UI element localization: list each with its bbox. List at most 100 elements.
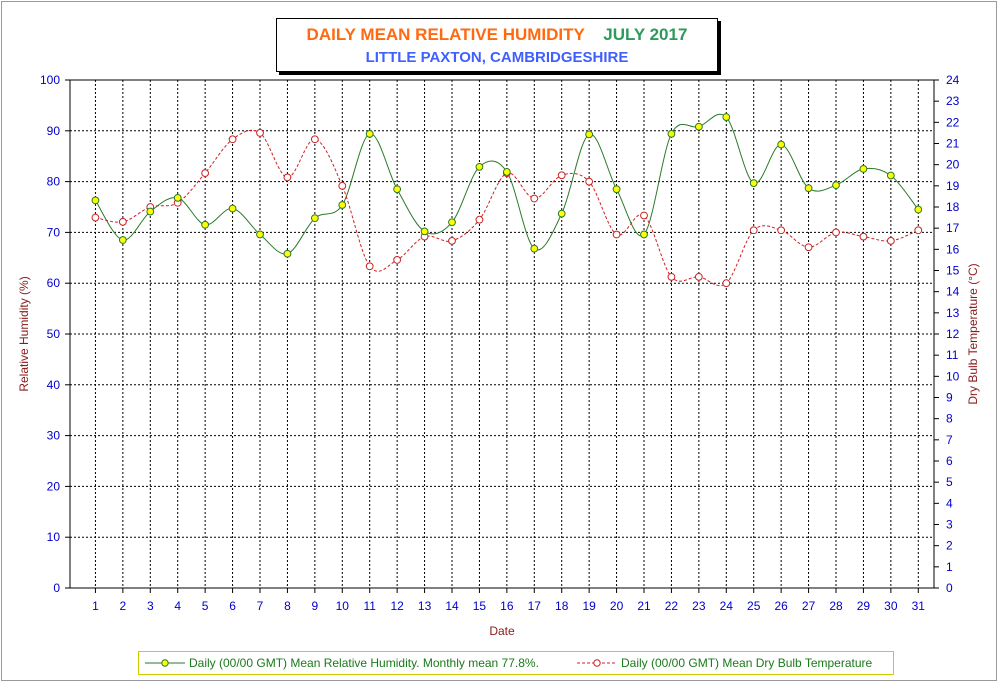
humidity-point	[228, 204, 237, 213]
humidity-point	[448, 218, 456, 227]
tick-label-right: 10	[946, 369, 960, 383]
y-axis-label-left: Relative Humidity (%)	[17, 276, 31, 391]
humidity-line	[95, 113, 919, 255]
humidity-point	[859, 165, 868, 173]
temperature-point	[283, 173, 292, 182]
chart-subtitle: LITTLE PAXTON, CAMBRIDGESHIRE	[365, 49, 629, 66]
temperature-point	[694, 272, 703, 281]
tick-label-left: 60	[47, 276, 61, 290]
humidity-point	[886, 171, 895, 180]
axes	[65, 79, 939, 593]
tick-label-right: 0	[946, 581, 953, 595]
humidity-point	[832, 181, 840, 190]
tick-label-x: 15	[473, 599, 487, 613]
tick-label-x: 24	[720, 599, 734, 613]
tick-label-right: 14	[946, 285, 960, 299]
temperature-point	[914, 226, 923, 235]
tick-label-x: 12	[390, 599, 404, 613]
humidity-point	[667, 129, 676, 138]
humidity-point	[146, 207, 155, 216]
humidity-point	[914, 205, 923, 214]
tick-label-x: 29	[857, 599, 871, 613]
temperature-point	[804, 243, 813, 252]
temperature-point	[91, 213, 100, 222]
humidity-point	[749, 179, 758, 188]
humidity-point	[173, 193, 182, 202]
tick-label-x: 23	[692, 599, 706, 613]
tick-label-right: 19	[946, 179, 960, 193]
temperature-point	[557, 171, 566, 180]
tick-label-left: 10	[47, 530, 61, 544]
tick-label-left: 40	[47, 378, 61, 392]
tick-label-x: 22	[665, 599, 679, 613]
tick-label-x: 4	[174, 599, 181, 613]
tick-label-x: 8	[284, 599, 291, 613]
temperature-point	[201, 169, 210, 178]
chart-title-period: JULY 2017	[603, 25, 688, 44]
humidity-point	[201, 220, 210, 229]
tick-label-x: 3	[147, 599, 154, 613]
temperature-point	[393, 256, 402, 264]
tick-label-right: 1	[946, 560, 953, 574]
humidity-point	[256, 230, 264, 239]
plot-area-border	[69, 79, 935, 589]
tick-label-x: 30	[884, 599, 898, 613]
tick-label-right: 6	[946, 454, 953, 468]
chart-title-box: DAILY MEAN RELATIVE HUMIDITY JULY 2017 L…	[276, 18, 718, 72]
tick-label-x: 27	[802, 599, 816, 613]
temperature-point	[859, 232, 868, 241]
temperature-point	[310, 135, 319, 144]
tick-label-x: 16	[500, 599, 514, 613]
tick-label-x: 11	[363, 599, 376, 613]
temperature-point	[118, 217, 127, 226]
tick-label-right: 12	[946, 327, 960, 341]
data-series	[91, 113, 923, 288]
tick-label-x: 13	[418, 599, 432, 613]
tick-label-left: 50	[47, 327, 61, 341]
tick-label-right: 3	[946, 518, 953, 532]
tick-label-x: 6	[229, 599, 236, 613]
humidity-point	[640, 230, 648, 239]
humidity-point	[338, 201, 347, 209]
humidity-point	[502, 168, 511, 176]
tick-label-left: 30	[47, 429, 61, 443]
tick-label-x: 31	[912, 599, 926, 613]
legend-label-humidity: Daily (00/00 GMT) Mean Relative Humidity…	[189, 656, 539, 670]
humidity-point	[722, 113, 731, 121]
y-axis-label-right: Dry Bulb Temperature (°C)	[966, 263, 980, 404]
tick-label-x: 28	[829, 599, 843, 613]
tick-label-right: 20	[946, 158, 960, 172]
tick-label-right: 18	[946, 200, 960, 214]
x-axis-label: Date	[489, 624, 515, 638]
temperature-point	[530, 194, 539, 203]
humidity-point	[420, 227, 429, 236]
tick-label-right: 5	[946, 475, 953, 489]
humidity-point	[91, 196, 100, 205]
temperature-point	[228, 135, 237, 144]
tick-label-right: 7	[946, 433, 953, 447]
tick-label-x: 18	[555, 599, 569, 613]
tick-label-x: 26	[774, 599, 788, 613]
humidity-point	[557, 209, 566, 218]
legend-symbol-temperature	[577, 659, 617, 667]
temperature-point	[612, 230, 621, 239]
humidity-point	[475, 162, 484, 171]
temperature-point	[475, 215, 484, 224]
grid-lines	[70, 79, 934, 588]
temperature-point	[365, 262, 374, 271]
tick-label-x: 14	[445, 599, 459, 613]
tick-label-x: 10	[336, 599, 350, 613]
tick-label-x: 1	[92, 599, 99, 613]
temperature-point	[667, 272, 676, 281]
tick-label-right: 4	[946, 496, 953, 510]
tick-label-right: 15	[946, 264, 960, 278]
tick-label-right: 8	[946, 412, 953, 426]
tick-label-right: 21	[946, 137, 960, 151]
tick-label-left: 100	[40, 73, 60, 87]
humidity-point	[530, 244, 539, 253]
temperature-point	[749, 226, 758, 235]
humidity-point	[777, 140, 786, 149]
legend-symbol-humidity	[145, 659, 185, 667]
